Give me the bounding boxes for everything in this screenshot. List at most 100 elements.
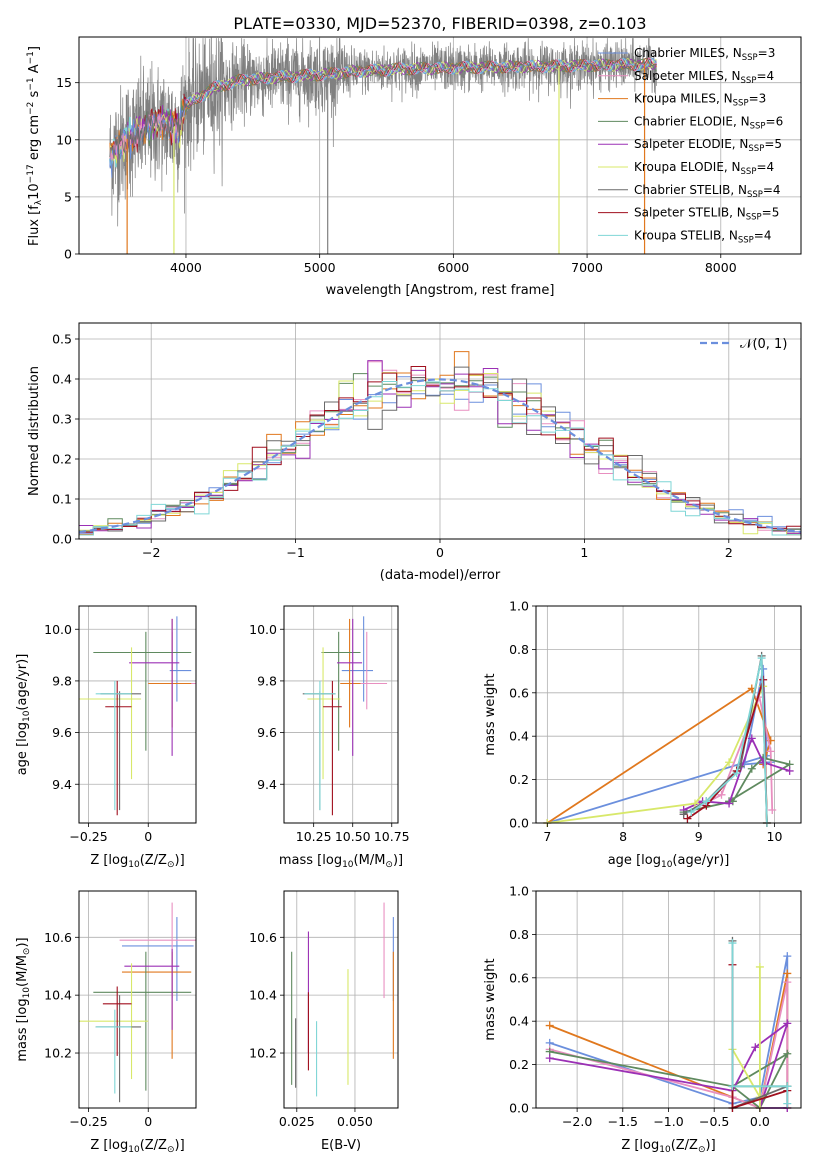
label-part: mass [log	[15, 998, 30, 1061]
mass-weight-marker	[783, 969, 792, 978]
legend-sub: SSP	[747, 190, 763, 200]
mass-weight-marker	[751, 1043, 760, 1052]
mass-weight-marker	[783, 978, 792, 987]
y-tick-label: 0.0	[52, 532, 72, 547]
mass-weight-line	[683, 655, 768, 824]
y-tick-label: 10.4	[44, 988, 72, 1003]
x-tick-label: 0.0	[750, 1114, 770, 1129]
label-part: )]	[175, 853, 185, 868]
label-part: age [log	[15, 722, 30, 775]
mass-weight-marker	[785, 766, 794, 775]
legend-text: Salpeter STELIB, N	[634, 206, 746, 220]
y-tick-label: 0.2	[509, 1057, 529, 1072]
legend-sub: SSP	[738, 235, 754, 245]
legend-label: Chabrier MILES, NSSP=3	[634, 46, 775, 63]
mass-weight-marker	[725, 799, 734, 808]
label-part: Z [log	[90, 853, 128, 868]
legend-sub: SSP	[746, 213, 762, 223]
legend-text: Chabrier STELIB, N	[634, 183, 747, 197]
mass-weight-marker	[755, 962, 764, 971]
x-tick-label: 2	[725, 545, 733, 560]
y-tick-label: 10.0	[44, 622, 72, 637]
label-part: )]	[15, 937, 30, 947]
label-subscript: 10	[22, 987, 32, 999]
legend-label: Kroupa ELODIE, NSSP=4	[634, 160, 774, 177]
y-label-part: A	[27, 64, 42, 77]
spectrum-panel: 4000 5000 6000 7000 8000 0 5 10 15 wavelength [An…	[26, 36, 802, 298]
label-part: )]	[393, 853, 403, 868]
x-tick-label: 10	[767, 829, 783, 844]
y-tick-label: 15	[56, 75, 72, 90]
legend-tail: =5	[762, 206, 780, 220]
axes-frame	[283, 605, 399, 824]
label-part: (Z/Z	[140, 853, 167, 868]
legend-sub: SSP	[733, 99, 749, 109]
y-label-part: s	[27, 90, 42, 101]
mass-weight-marker	[545, 1054, 554, 1063]
x-tick-label: 10.50	[335, 829, 371, 844]
y-tick-label: 9.4	[52, 777, 72, 792]
x-tick-label: 0	[144, 1114, 152, 1129]
mass-weight-line	[731, 967, 761, 1108]
x-tick-label: −1.0	[653, 1114, 683, 1129]
mass-vs-ebv-panel: 0.025 0.050 10.2 10.4 10.6 E(B-V)	[249, 890, 399, 1153]
y-tick-label: 0.4	[509, 729, 529, 744]
label-subscript: ⊙	[385, 860, 393, 870]
mass-weight-marker	[747, 734, 756, 743]
x-tick-label: 4000	[170, 260, 202, 275]
legend-text: Chabrier MILES, N	[634, 46, 742, 60]
y-tick-label: 0	[64, 247, 72, 262]
axes-frame	[78, 36, 802, 255]
y-label-part: λ	[34, 199, 44, 205]
axes-frame	[78, 890, 197, 1109]
label-subscript: 10	[342, 860, 354, 870]
y-tick-label: 0.4	[52, 372, 72, 387]
axes-frame	[283, 890, 399, 1109]
y-tick-label: 0.5	[52, 332, 72, 347]
label-part: age [log	[608, 853, 661, 868]
label-subscript: 10	[661, 860, 673, 870]
mass-weight-vs-metallicity-panel: −2.0 −1.5 −1.0 −0.5 0.0 0.0 0.2 0.4 0.6 0.8 1.0 Z […	[483, 884, 802, 1155]
x-tick-label: −1.5	[608, 1114, 638, 1129]
y-tick-label: 0.1	[52, 492, 72, 507]
y-tick-label: 10.6	[249, 930, 277, 945]
mass-weight-marker	[783, 952, 792, 961]
label-subscript: 10	[128, 1145, 140, 1155]
legend-sub: SSP	[748, 144, 764, 154]
x-tick-label: 5000	[304, 260, 336, 275]
y-axis-label: mass weight	[483, 958, 498, 1040]
y-tick-label: 0.6	[509, 970, 529, 985]
y-tick-label: 9.8	[257, 673, 277, 688]
y-tick-label: 0.8	[509, 927, 529, 942]
y-tick-label: 0.3	[52, 412, 72, 427]
x-tick-label: 10.25	[296, 829, 332, 844]
mass-weight-marker	[759, 664, 768, 673]
x-tick-label: 1	[580, 545, 588, 560]
legend-label: Chabrier STELIB, NSSP=4	[634, 183, 781, 200]
y-tick-label: 0.6	[509, 685, 529, 700]
mass-weight-marker	[728, 939, 737, 948]
y-axis-label: age [log10(age/yr)]	[15, 654, 32, 776]
y-tick-label: 10.0	[249, 622, 277, 637]
mass-weight-line	[731, 943, 789, 1104]
y-tick-label: 1.0	[509, 884, 529, 899]
x-tick-label: 8000	[705, 260, 737, 275]
mass-weight-marker	[768, 805, 777, 814]
mass-weight-marker	[747, 764, 756, 773]
mass-weight-marker	[679, 810, 688, 819]
legend-tail: =4	[756, 69, 774, 83]
label-subscript: ⊙	[22, 948, 32, 956]
label-subscript: 10	[659, 1145, 671, 1155]
label-part: )]	[175, 1138, 185, 1153]
label-part: Z [log	[90, 1138, 128, 1153]
legend-text: Kroupa ELODIE, N	[634, 160, 741, 174]
x-axis-label: Z [log10(Z/Z⊙)]	[621, 1138, 715, 1155]
mass-weight-marker	[783, 1019, 792, 1028]
y-tick-label: 9.6	[52, 725, 72, 740]
y-tick-label: 9.4	[257, 777, 277, 792]
y-tick-label: 10.4	[249, 988, 277, 1003]
legend-sub: SSP	[741, 76, 757, 86]
y-label-part: 10	[27, 183, 42, 200]
legend-text: Salpeter ELODIE, N	[634, 137, 748, 151]
mass-weight-line	[546, 687, 772, 824]
